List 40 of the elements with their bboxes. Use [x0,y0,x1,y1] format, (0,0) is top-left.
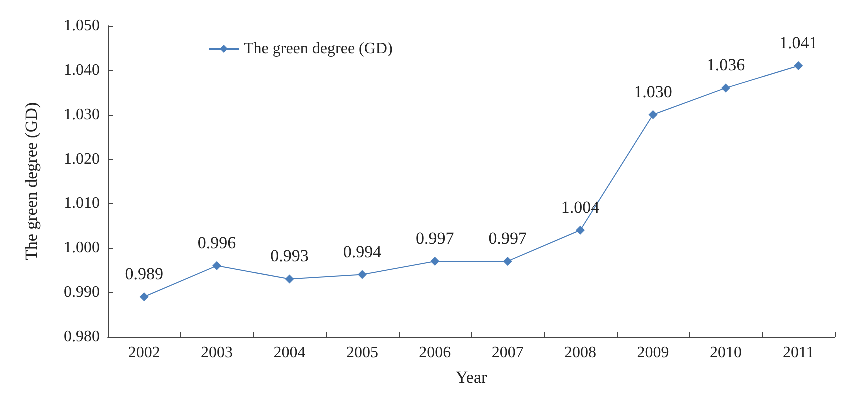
point [721,84,730,93]
data-label: 1.030 [634,82,672,102]
y-tick-label: 1.050 [64,18,100,34]
x-tick-label: 2011 [782,344,814,362]
x-tick-label: 2007 [492,344,524,362]
data-label: 0.997 [488,228,528,248]
data-label: 1.041 [780,33,818,52]
x-tick-label: 2004 [274,344,306,362]
y-tick-label: 1.000 [64,240,100,257]
point [358,270,367,280]
x-tick-label: 2005 [346,344,378,362]
y-tick-label: 0.990 [64,284,100,302]
point [576,226,586,235]
data-label: 0.989 [125,264,164,284]
data-label: 0.993 [270,246,309,266]
y-tick-label: 1.020 [64,150,100,168]
point [648,110,658,120]
point [794,61,804,70]
legend-label: The green degree (GD) [244,40,393,58]
data-label: 0.996 [198,233,236,252]
x-tick-label: 2010 [710,344,742,362]
x-tick-label: 2003 [201,344,234,362]
point [212,261,222,270]
y-tick-label: 1.040 [64,62,100,79]
point [430,256,440,266]
x-tick-label: 2009 [637,344,670,362]
data-label: 0.997 [416,228,455,248]
data-label: 0.994 [343,242,382,262]
point [285,274,294,284]
x-tick-label: 2002 [128,344,160,362]
y-tick-label: 1.010 [64,195,100,212]
x-tick-label: 2006 [419,344,452,362]
point [140,292,149,302]
data-label: 1.036 [706,56,746,75]
point [503,256,512,266]
y-axis-title: The green degree (GD) [22,102,41,261]
y-tick-label: 1.030 [64,106,100,124]
y-tick-label: 0.980 [64,328,100,346]
x-tick-label: 2008 [564,344,597,362]
x-axis-title: Year [456,368,488,387]
